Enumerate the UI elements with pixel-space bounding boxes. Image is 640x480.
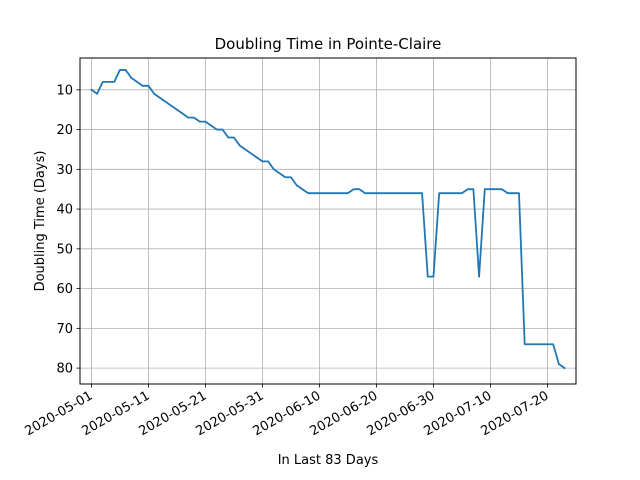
y-tick-label: 10	[56, 83, 73, 98]
y-tick-label: 50	[56, 242, 73, 257]
y-tick-label: 30	[56, 163, 73, 178]
y-tick-label: 40	[56, 203, 73, 218]
y-tick-label: 60	[56, 282, 73, 297]
doubling-time-line	[90, 69, 566, 370]
x-axis-label: In Last 83 Days	[278, 453, 379, 468]
y-tick-label: 70	[56, 322, 73, 337]
y-tick-label: 80	[56, 362, 73, 377]
y-axis-label: Doubling Time (Days)	[33, 151, 48, 292]
plot-frame	[79, 57, 577, 385]
y-tick-label: 20	[56, 123, 73, 138]
chart-title: Doubling Time in Pointe-Claire	[215, 35, 442, 53]
plot-lines	[90, 69, 566, 370]
grid	[80, 58, 576, 384]
